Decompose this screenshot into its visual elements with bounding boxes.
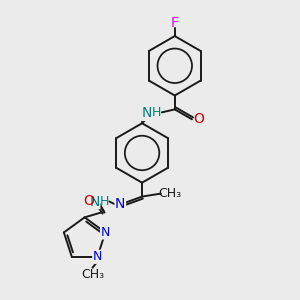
Text: O: O: [83, 194, 94, 208]
Text: N: N: [115, 197, 125, 212]
Text: F: F: [171, 16, 179, 30]
Text: H: H: [100, 195, 109, 208]
Text: N: N: [89, 194, 100, 208]
Text: CH₃: CH₃: [158, 187, 182, 200]
Text: N: N: [93, 250, 102, 263]
Text: O: O: [194, 112, 204, 126]
Text: H: H: [152, 106, 162, 119]
Text: CH₃: CH₃: [81, 268, 104, 281]
Text: N: N: [142, 106, 152, 120]
Text: N: N: [101, 226, 110, 239]
